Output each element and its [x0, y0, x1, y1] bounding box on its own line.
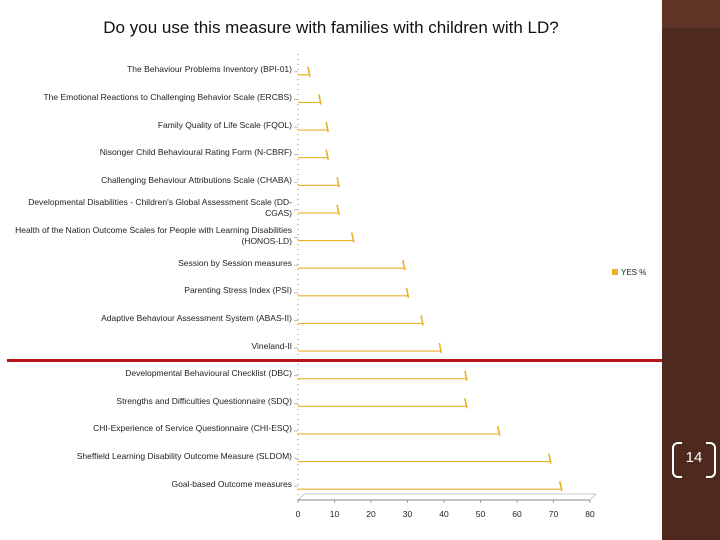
bar-chart: 0 10 20 30 40 50 60 70 80 — [294, 54, 597, 519]
category-label: Family Quality of Life Scale (FQOL) — [157, 119, 292, 130]
slide-title: Do you use this measure with families wi… — [103, 18, 559, 37]
category-label: Vineland-II — [251, 340, 292, 351]
category-label: CHI-Experience of Service Questionnaire … — [93, 423, 292, 434]
x-tick-label: 0 — [296, 509, 301, 519]
category-label: Sheffield Learning Disability Outcome Me… — [76, 451, 292, 462]
bar-end-cap — [464, 370, 468, 381]
chart-floor-corner — [589, 493, 597, 501]
legend-swatch — [612, 269, 618, 275]
red-divider-line — [7, 359, 662, 362]
x-tick-label: 70 — [549, 509, 559, 519]
x-tick-label: 30 — [403, 509, 413, 519]
bar-end-cap — [420, 315, 424, 326]
x-tick-label: 50 — [476, 509, 486, 519]
bar-end-cap — [350, 232, 355, 243]
chart-legend: YES % — [612, 268, 646, 277]
x-tick-label: 10 — [330, 509, 340, 519]
legend-label: YES % — [621, 268, 647, 277]
category-label: Nisonger Child Behavioural Rating Form (… — [99, 147, 292, 158]
category-label: Strengths and Difficulties Questionnaire… — [116, 395, 292, 406]
category-label: The Behaviour Problems Inventory (BPI-01… — [127, 64, 292, 75]
bar-end-cap — [307, 66, 311, 77]
category-label: Developmental Disabilities - Children's … — [28, 197, 292, 218]
category-label: Goal-based Outcome measures — [171, 478, 292, 489]
page-number-badge: 14 — [672, 440, 716, 478]
category-label: Challenging Behaviour Attributions Scale… — [101, 174, 292, 185]
x-tick-label: 60 — [512, 509, 522, 519]
right-side-panel — [662, 0, 720, 540]
bar-end-cap — [548, 453, 552, 464]
chart-floor-edge — [297, 493, 596, 501]
x-tick-label: 80 — [585, 509, 595, 519]
bar-end-cap — [559, 481, 563, 492]
bar-end-cap — [402, 260, 406, 271]
bar-end-cap — [496, 425, 501, 437]
left-bracket-icon — [672, 442, 682, 478]
category-label: Session by Session measures — [178, 257, 292, 268]
bar-end-cap — [325, 149, 329, 160]
x-tick-label: 20 — [366, 509, 376, 519]
category-label: Parenting Stress Index (PSI) — [184, 285, 292, 296]
category-label: Developmental Behavioural Checklist (DBC… — [125, 368, 292, 379]
bar-end-cap — [464, 398, 468, 409]
right-bracket-icon — [706, 442, 716, 478]
bar-end-cap — [405, 287, 410, 298]
bar-end-cap — [318, 94, 322, 105]
bar-end-cap — [336, 177, 340, 188]
category-label: Health of the Nation Outcome Scales for … — [15, 225, 292, 246]
bar-end-cap — [438, 342, 443, 354]
page-number: 14 — [685, 449, 703, 466]
category-label: Adaptive Behaviour Assessment System (AB… — [101, 312, 292, 323]
bar-end-cap — [336, 204, 340, 216]
category-label: The Emotional Reactions to Challenging B… — [43, 91, 292, 102]
x-tick-label: 40 — [439, 509, 449, 519]
panel-stripe — [662, 0, 720, 28]
bar-end-cap — [325, 121, 329, 133]
